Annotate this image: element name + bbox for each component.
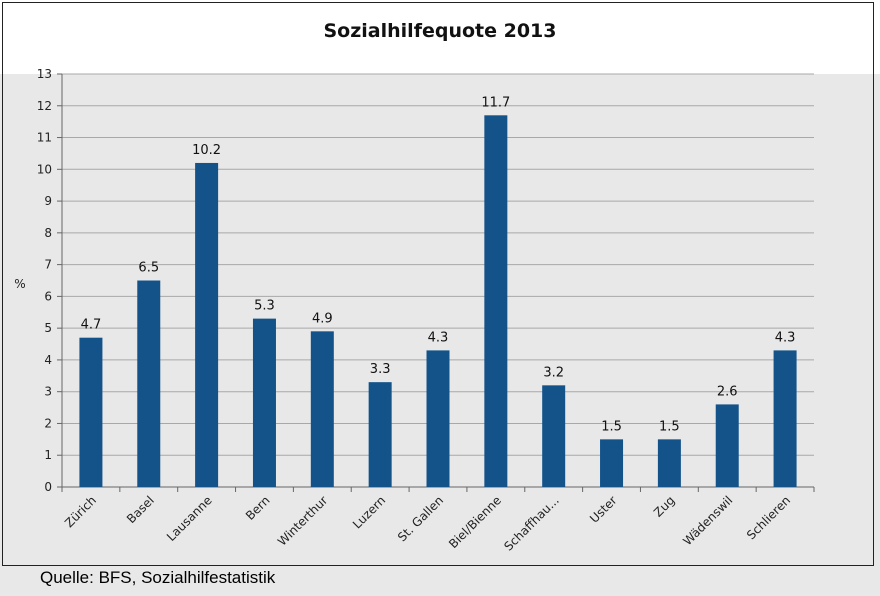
y-tick-label: 5 <box>44 321 52 335</box>
data-label: 4.9 <box>312 311 333 326</box>
y-tick-label: 9 <box>44 194 52 208</box>
data-label: 11.7 <box>481 95 510 110</box>
category-labels: Zürich Basel Lausanne Bern Winterthur Luzern S… <box>62 493 793 553</box>
data-label: 3.2 <box>543 365 564 380</box>
category-label: Basel <box>124 493 157 526</box>
title-band <box>0 0 880 74</box>
data-label: 3.3 <box>370 362 391 377</box>
data-label: 4.7 <box>81 318 102 333</box>
y-axis-label: % <box>14 277 25 291</box>
category-label: Zürich <box>62 493 99 530</box>
category-label: Zug <box>651 493 677 519</box>
data-label: 1.5 <box>659 419 680 434</box>
bar <box>252 318 276 487</box>
bar <box>426 350 450 487</box>
bar <box>79 337 103 487</box>
y-tick-label: 13 <box>37 67 52 81</box>
bar <box>657 439 681 487</box>
bar <box>195 162 219 487</box>
data-label: 2.6 <box>717 384 738 399</box>
category-label: St. Gallen <box>395 493 446 544</box>
category-label: Schaffhau... <box>501 493 561 553</box>
bar <box>715 404 739 487</box>
category-label: Biel/Bienne <box>446 493 504 551</box>
data-label: 4.3 <box>775 330 796 345</box>
y-tick-label: 12 <box>37 99 52 113</box>
bar <box>542 385 566 487</box>
y-tick-label: 7 <box>44 258 52 272</box>
bar <box>773 350 797 487</box>
bar <box>368 382 392 487</box>
category-label: Wädenswil <box>680 493 735 548</box>
bar <box>310 331 334 487</box>
y-tick-label: 10 <box>37 162 52 176</box>
category-label: Uster <box>587 493 620 526</box>
category-label: Schlieren <box>744 493 793 542</box>
y-tick-label: 2 <box>44 416 52 430</box>
category-label: Bern <box>243 493 273 523</box>
bar <box>484 115 508 488</box>
y-tick-label: 4 <box>44 353 52 367</box>
category-label: Luzern <box>350 493 388 531</box>
data-label: 5.3 <box>254 299 275 314</box>
category-label: Lausanne <box>164 493 215 544</box>
data-label: 4.3 <box>428 330 449 345</box>
chart-title: Sozialhilfequote 2013 <box>323 20 557 42</box>
bar <box>137 280 161 487</box>
bar <box>600 439 624 487</box>
y-tick-label: 0 <box>44 480 52 494</box>
y-tick-label: 6 <box>44 289 52 303</box>
data-label: 1.5 <box>601 419 622 434</box>
y-tick-label: 11 <box>37 131 52 145</box>
bars <box>79 115 797 488</box>
data-labels: 4.7 6.5 10.2 5.3 4.9 3.3 4.3 11.7 3.2 1.5 1.5 2.6 4.… <box>81 95 796 434</box>
y-tick-label: 3 <box>44 385 52 399</box>
data-label: 6.5 <box>138 261 159 276</box>
chart-frame <box>2 2 874 566</box>
source-note: Quelle: BFS, Sozialhilfestatistik <box>40 568 276 587</box>
y-tick-label: 1 <box>44 448 52 462</box>
y-tick-label: 8 <box>44 226 52 240</box>
category-label: Winterthur <box>275 493 330 548</box>
data-label: 10.2 <box>192 143 221 158</box>
